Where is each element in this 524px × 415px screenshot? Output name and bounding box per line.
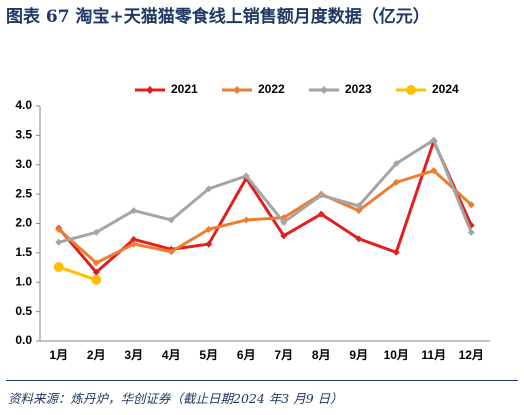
divider xyxy=(6,380,518,381)
legend-label: 2024 xyxy=(432,82,459,96)
point xyxy=(55,225,63,233)
point xyxy=(430,167,438,175)
point xyxy=(91,274,102,285)
point xyxy=(242,216,250,224)
legend-label: 2023 xyxy=(345,82,372,96)
x-tick-label: 8月 xyxy=(312,348,331,362)
x-tick-label: 5月 xyxy=(199,348,218,362)
x-tick-label: 1月 xyxy=(49,348,68,362)
chart-title: 图表 67 淘宝+天猫猫零食线上销售额月度数据（亿元） xyxy=(6,7,430,27)
point xyxy=(55,238,63,246)
point xyxy=(392,178,400,186)
point xyxy=(53,261,64,272)
x-tick-label: 6月 xyxy=(237,348,256,362)
legend-label: 2022 xyxy=(258,82,285,96)
point xyxy=(167,216,175,224)
x-tick-label: 12月 xyxy=(459,348,484,362)
y-tick-label: 3.5 xyxy=(15,128,32,142)
x-tick-label: 9月 xyxy=(349,348,368,362)
legend-marker xyxy=(233,86,241,94)
point xyxy=(280,232,288,240)
chart: 0.0 0.5 1.0 1.5 2.0 2.5 3.0 3.5 4.0 1月 2月 3月 4月 5月 6月 7… xyxy=(15,82,490,362)
x-tick-label: 10月 xyxy=(384,348,409,362)
point xyxy=(130,235,138,243)
point xyxy=(392,160,400,168)
point xyxy=(392,248,400,256)
x-tick-label: 3月 xyxy=(124,348,143,362)
series-line xyxy=(57,169,473,265)
series-line xyxy=(57,139,473,274)
y-tick-label: 3.0 xyxy=(15,157,32,171)
y-tick-label: 0.5 xyxy=(15,304,32,318)
y-tick-label: 2.0 xyxy=(15,216,32,230)
legend-marker xyxy=(406,85,416,95)
point xyxy=(205,185,213,193)
point xyxy=(430,136,438,144)
point xyxy=(130,207,138,215)
point xyxy=(130,240,138,248)
point xyxy=(92,259,100,267)
series-line xyxy=(58,138,473,244)
legend-marker xyxy=(320,86,328,94)
point xyxy=(355,235,363,243)
point xyxy=(467,228,475,236)
point xyxy=(280,218,288,226)
point xyxy=(205,225,213,233)
point xyxy=(317,210,325,218)
source-note: 资料来源：炼丹炉，华创证券（截止日期2024 年3 月9 日） xyxy=(8,391,343,406)
y-tick-label: 1.5 xyxy=(15,245,32,259)
y-tick-label: 1.0 xyxy=(15,274,32,288)
point xyxy=(467,201,475,209)
series-line xyxy=(58,265,97,282)
x-tick-label: 7月 xyxy=(274,348,293,362)
x-tick-label: 4月 xyxy=(162,348,181,362)
point xyxy=(317,191,325,199)
point xyxy=(92,268,100,276)
y-tick-label: 2.5 xyxy=(15,186,32,200)
x-tick-label: 2月 xyxy=(87,348,106,362)
y-tick-label: 4.0 xyxy=(15,98,32,112)
y-tick-label: 0.0 xyxy=(15,333,32,347)
point xyxy=(205,240,213,248)
point xyxy=(92,228,100,236)
legend-label: 2021 xyxy=(171,82,198,96)
point xyxy=(355,202,363,210)
point xyxy=(355,207,363,215)
point xyxy=(167,248,175,256)
legend-marker xyxy=(146,86,154,94)
point xyxy=(242,172,250,180)
x-tick-label: 11月 xyxy=(421,348,446,362)
